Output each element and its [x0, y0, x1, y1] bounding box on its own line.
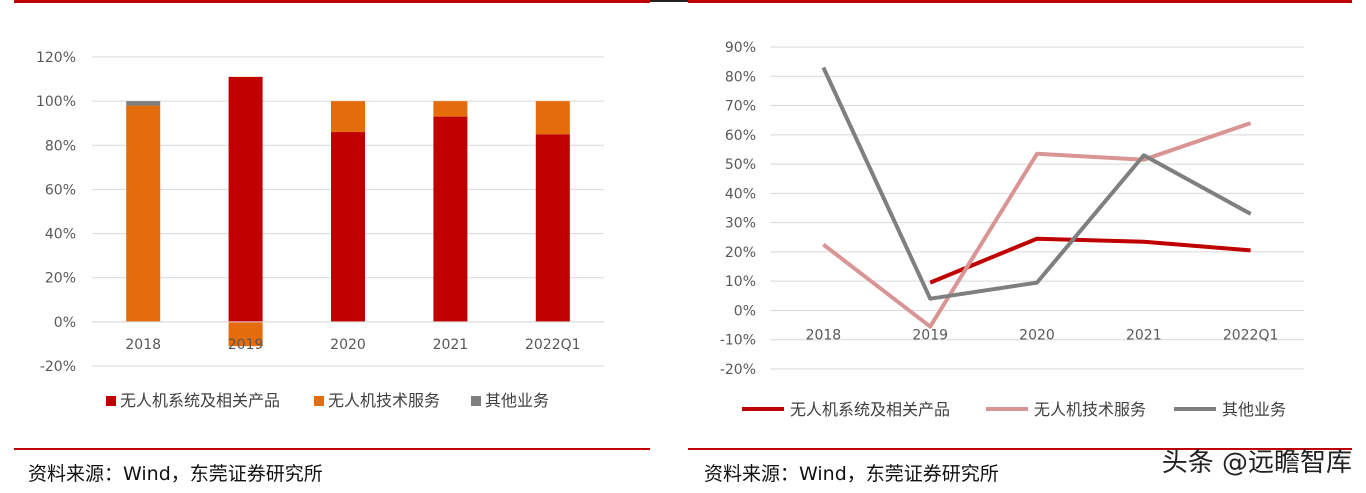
- legend-label: 无人机技术服务: [328, 391, 440, 410]
- y-tick-label: -10%: [720, 333, 756, 349]
- x-tick-label: 2021: [1126, 327, 1162, 343]
- x-tick-label: 2022Q1: [1223, 327, 1279, 343]
- bar-segment: [228, 321, 263, 347]
- bar-segment: [228, 76, 263, 322]
- legend-label: 无人机技术服务: [1034, 400, 1146, 419]
- y-tick-label: 20%: [725, 245, 756, 261]
- left-top-rule: [14, 0, 650, 3]
- bar-segment: [331, 101, 365, 133]
- y-tick-label: 0%: [734, 303, 756, 319]
- y-tick-label: 40%: [725, 186, 756, 202]
- x-tick-label: 2018: [806, 327, 842, 343]
- divider-mark: [650, 0, 688, 2]
- y-tick-label: 40%: [45, 227, 76, 243]
- right-footer-rule: [688, 448, 1352, 450]
- legend-label: 其他业务: [1222, 400, 1286, 419]
- y-tick-label: -20%: [720, 362, 756, 378]
- series-line: [822, 121, 1252, 329]
- bar-segment: [535, 134, 570, 322]
- x-tick-label: 2022Q1: [525, 337, 581, 353]
- stacked-bar-chart: -20% 0% 20% 40% 60% 80% 100% 120% 2018 2019 2020 20…: [36, 50, 604, 410]
- y-tick-label: 20%: [45, 271, 76, 287]
- y-tick-label: 50%: [725, 157, 756, 173]
- y-tick-label: 80%: [45, 138, 76, 154]
- x-tick-label: 2018: [125, 337, 161, 353]
- legend-label: 无人机系统及相关产品: [120, 391, 280, 410]
- legend-swatch: [471, 396, 481, 406]
- y-tick-label: 100%: [36, 94, 76, 110]
- x-tick-label: 2019: [912, 327, 948, 343]
- legend-swatch: [314, 396, 324, 406]
- series-line: [821, 66, 1252, 301]
- left-source-note: 资料来源：Wind，东莞证券研究所: [28, 463, 323, 485]
- y-tick-label: 60%: [45, 182, 76, 198]
- y-tick-label: 90%: [725, 40, 756, 56]
- x-tick-label: 2021: [433, 337, 469, 353]
- right-top-rule: [688, 0, 1352, 3]
- y-tick-label: 80%: [725, 69, 756, 85]
- x-tick-label: 2019: [228, 337, 264, 353]
- y-tick-label: 120%: [36, 50, 76, 66]
- bar-segment: [433, 101, 468, 117]
- y-tick-label: -20%: [40, 359, 76, 375]
- x-tick-label: 2020: [1019, 327, 1055, 343]
- bar-segment: [433, 116, 468, 322]
- bar-segment: [331, 132, 365, 322]
- series-line: [929, 236, 1251, 285]
- y-tick-label: 10%: [725, 274, 756, 290]
- bar-segment: [126, 101, 161, 106]
- legend-label: 其他业务: [485, 391, 549, 410]
- y-tick-label: 70%: [725, 99, 756, 115]
- bar-segment: [535, 101, 570, 135]
- watermark: 头条 @远瞻智库: [1161, 448, 1352, 478]
- y-tick-label: 30%: [725, 216, 756, 232]
- legend-label: 无人机系统及相关产品: [790, 400, 950, 419]
- right-source-note: 资料来源：Wind，东莞证券研究所: [704, 463, 999, 485]
- left-footer-rule: [14, 448, 650, 450]
- x-tick-label: 2020: [330, 337, 366, 353]
- y-tick-label: 60%: [725, 128, 756, 144]
- bar-segment: [126, 105, 161, 322]
- y-tick-label: 0%: [54, 315, 76, 331]
- line-chart: -20% -10% 0% 10% 20% 30% 40% 50% 60% 70% 80% 90% 201…: [720, 40, 1304, 419]
- legend-swatch: [106, 396, 116, 406]
